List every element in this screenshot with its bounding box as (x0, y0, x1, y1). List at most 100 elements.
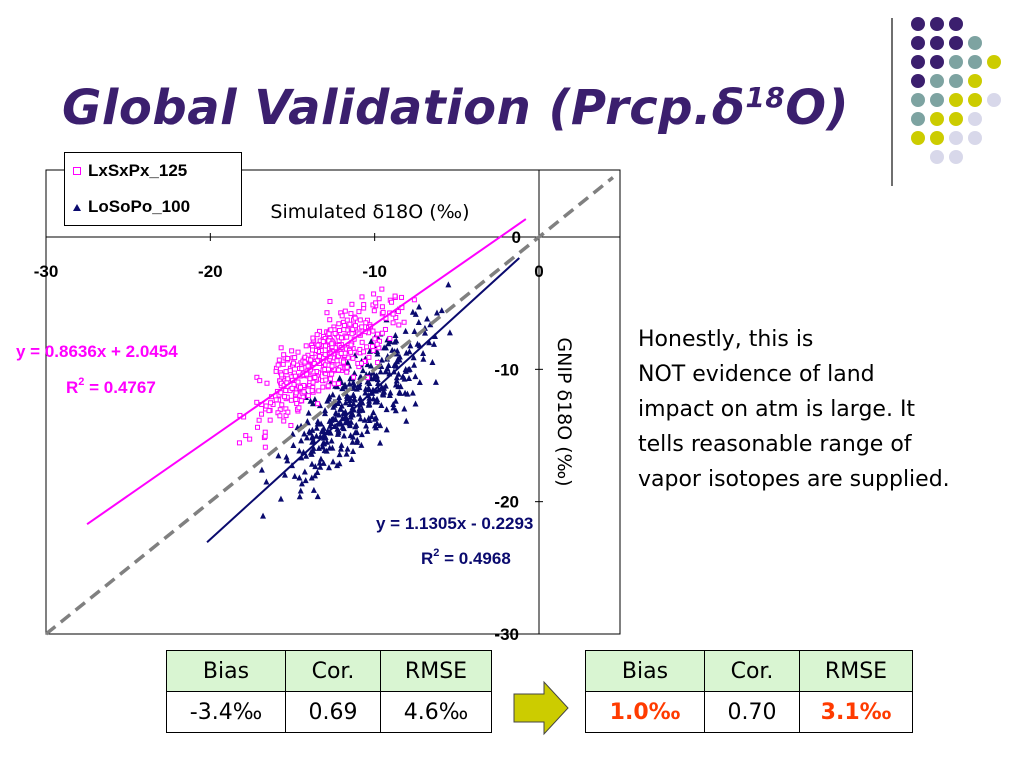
triangle-data-point (445, 281, 452, 288)
triangle-data-point (407, 342, 414, 349)
square-data-point (309, 388, 315, 394)
header-bias: Bias (166, 650, 286, 692)
square-data-point (281, 352, 287, 358)
r2-superscript: 2 (78, 376, 84, 388)
square-data-point (256, 417, 262, 423)
r2-value: = 0.4767 (84, 378, 155, 397)
triangle-data-point (366, 370, 373, 377)
square-data-point (347, 321, 353, 327)
triangle-data-point (403, 417, 410, 424)
square-data-point (305, 393, 311, 399)
header-rmse: RMSE (380, 650, 492, 692)
triangle-data-point (344, 445, 351, 452)
square-data-point (298, 398, 304, 404)
square-data-point (327, 317, 333, 323)
square-data-point (338, 335, 344, 341)
decorative-dot (911, 74, 925, 88)
triangle-data-point (309, 433, 316, 440)
value-cor: 0.69 (285, 691, 381, 733)
triangle-data-point (349, 433, 356, 440)
square-data-point (393, 315, 399, 321)
square-data-point (254, 374, 260, 380)
triangle-data-point (318, 420, 325, 427)
square-data-point (254, 399, 260, 405)
triangle-data-point (336, 394, 343, 401)
decorative-dot (911, 93, 925, 107)
square-data-point (396, 322, 402, 328)
triangle-data-point (301, 468, 308, 475)
square-data-point (327, 298, 333, 304)
square-data-point (356, 309, 362, 315)
square-data-point (357, 317, 363, 323)
square-data-point (329, 341, 335, 347)
header-bias: Bias (585, 650, 705, 692)
decorative-dot (930, 74, 944, 88)
triangle-data-point (390, 401, 397, 408)
square-data-point (359, 324, 365, 330)
triangle-data-point (314, 493, 321, 500)
decorative-dot (911, 112, 925, 126)
triangle-data-point (312, 472, 319, 479)
decorative-dot (930, 112, 944, 126)
triangle-data-point (305, 409, 312, 416)
triangle-data-point (366, 386, 373, 393)
triangle-data-point (405, 374, 412, 381)
triangle-data-point (379, 390, 386, 397)
square-data-point (314, 332, 320, 338)
triangle-data-point (326, 393, 333, 400)
square-data-point (262, 444, 268, 450)
value-cor: 0.70 (704, 691, 800, 733)
square-data-point (341, 327, 347, 333)
square-data-point (348, 342, 354, 348)
triangle-data-point (312, 463, 319, 470)
square-data-point (366, 354, 372, 360)
y-axis-label: GNIP δ18O (‰) (553, 337, 575, 486)
triangle-data-point (334, 462, 341, 469)
triangle-data-point (404, 390, 411, 397)
triangle-data-point (281, 471, 288, 478)
square-data-point (291, 360, 297, 366)
triangle-data-point (339, 423, 346, 430)
value-bias: -3.4‰ (166, 691, 286, 733)
triangle-data-point (371, 422, 378, 429)
y-tick-label-zero: 0 (512, 228, 521, 247)
x-tick-label: -20 (198, 262, 223, 281)
square-data-point (243, 433, 249, 439)
triangle-data-point (377, 422, 384, 429)
triangle-data-point (378, 402, 385, 409)
decorative-dot (968, 74, 982, 88)
square-data-point (320, 384, 326, 390)
square-data-point (281, 418, 287, 424)
square-data-point (389, 299, 395, 305)
triangle-data-point (314, 418, 321, 425)
triangle-data-point (377, 368, 384, 375)
decorative-dot (930, 55, 944, 69)
triangle-data-point (309, 426, 316, 433)
square-data-point (374, 341, 380, 347)
triangle-data-point (342, 399, 349, 406)
square-data-point (344, 364, 350, 370)
triangle-data-point (370, 409, 377, 416)
triangle-data-point (353, 385, 360, 392)
triangle-data-point (336, 451, 343, 458)
triangle-data-point (283, 453, 290, 460)
triangle-data-point (313, 424, 320, 431)
square-data-point (332, 330, 338, 336)
note-text: Honestly, this is NOT evidence of land i… (638, 322, 1018, 497)
square-data-point (336, 367, 342, 373)
square-data-point (326, 338, 332, 344)
square-data-point (289, 348, 295, 354)
triangle-data-point (310, 486, 317, 493)
triangle-data-point (334, 430, 341, 437)
triangle-data-point (427, 321, 434, 328)
triangle-data-point (362, 389, 369, 396)
decorative-dot (949, 55, 963, 69)
triangle-data-point (432, 378, 439, 385)
decorative-dot (949, 112, 963, 126)
square-data-point (329, 363, 335, 369)
triangle-data-point (358, 441, 365, 448)
y-tick-label: -30 (494, 625, 519, 644)
triangle-data-point (424, 315, 431, 322)
triangle-data-point (277, 495, 284, 502)
square-data-point (379, 304, 385, 310)
